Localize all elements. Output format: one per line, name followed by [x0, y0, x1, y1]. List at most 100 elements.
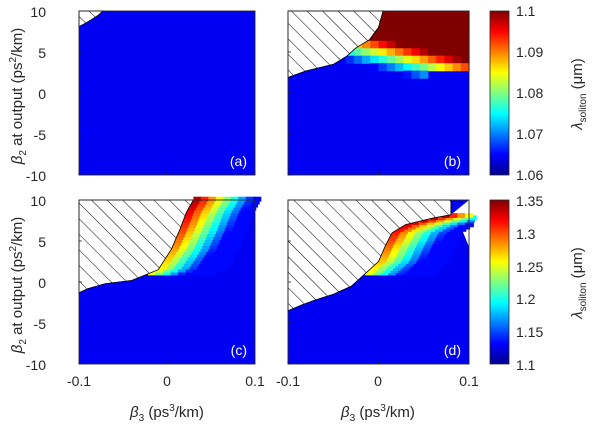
- heatmap-cell: [163, 270, 172, 276]
- heatmap-cell: [395, 11, 404, 20]
- hatched-region: [287, 199, 452, 312]
- colorbar-top-ticks: 1.1 1.09 1.08 1.07 1.06: [516, 3, 543, 183]
- colorbar-tick-label: 1.15: [516, 324, 543, 340]
- heatmap-cell: [193, 196, 202, 202]
- heatmap-cell: [411, 48, 421, 57]
- heatmap-cell: [196, 252, 205, 258]
- colorbar-bottom-label: λsoliton (μm): [569, 247, 589, 320]
- y-tick-label: 5: [38, 234, 46, 250]
- heatmap-cell: [411, 63, 421, 72]
- heatmap-cell: [362, 40, 371, 49]
- heatmap-cell: [185, 246, 194, 252]
- heatmap-cell: [452, 55, 462, 64]
- heatmap-cell: [411, 18, 421, 27]
- heatmap-cell: [181, 252, 190, 258]
- hatched-region: [78, 199, 195, 294]
- panel-label: (d): [444, 342, 461, 358]
- heatmap-cell: [411, 70, 421, 79]
- heatmap-cell: [419, 70, 429, 79]
- heatmap-cell: [212, 238, 221, 243]
- heatmap-cell: [237, 211, 246, 217]
- heatmap-cell: [185, 211, 194, 217]
- heatmap-cell: [181, 241, 190, 246]
- heatmap-cell: [209, 226, 218, 232]
- heatmap-cell: [217, 226, 226, 232]
- heatmap-cell: [199, 199, 208, 205]
- heatmap-cell: [205, 202, 214, 208]
- heatmap-cell: [205, 217, 214, 223]
- panel-label: (a): [230, 153, 247, 169]
- y-tick-label: 10: [30, 4, 46, 20]
- heatmap-cell: [207, 270, 216, 276]
- heatmap-cell: [427, 11, 437, 20]
- heatmap-cell: [182, 238, 191, 243]
- colorbar-tick-label: 1.06: [516, 167, 543, 183]
- heatmap-cell: [436, 63, 445, 72]
- heatmap-cell: [233, 205, 242, 211]
- heatmap-cell: [176, 235, 185, 240]
- heatmap-cell: [212, 202, 221, 208]
- heatmap-cell: [200, 258, 209, 264]
- y-tick-label: 10: [30, 193, 46, 209]
- heatmap-cell: [230, 229, 239, 235]
- heatmap-cell: [460, 48, 470, 57]
- heatmap-cell: [444, 25, 454, 34]
- heatmap-cell: [211, 252, 220, 258]
- heatmap-cell: [221, 214, 230, 220]
- heatmap-cell: [370, 55, 380, 64]
- heatmap-cell: [227, 220, 236, 226]
- heatmap-cell: [185, 258, 194, 264]
- heatmap-cell: [210, 241, 219, 246]
- heatmap-cell: [210, 223, 219, 229]
- heatmap-cell: [170, 258, 179, 264]
- heatmap-cell: [193, 258, 202, 264]
- heatmap-cell: [182, 220, 191, 226]
- heatmap-cell: [419, 25, 429, 34]
- colorbar-bottom-ticks: 1.35 1.3 1.25 1.2 1.15 1.1: [516, 193, 543, 373]
- heatmap-cell: [206, 214, 215, 220]
- heatmap-cell: [395, 40, 404, 49]
- heatmap-cell: [362, 48, 371, 57]
- heatmap-cell: [378, 40, 388, 49]
- heatmap-cell: [177, 232, 186, 237]
- heatmap-cell: [213, 235, 222, 240]
- heatmap-cell: [155, 267, 164, 273]
- heatmap-cell: [395, 63, 404, 72]
- heatmap-cell: [198, 235, 207, 240]
- heatmap-cell: [427, 18, 437, 27]
- heatmap-cell: [237, 232, 246, 237]
- y-tick-label: -5: [34, 316, 47, 332]
- heatmap-cell: [236, 214, 245, 220]
- heatmap-panel: (c): [78, 196, 262, 365]
- heatmap-cell: [353, 55, 363, 64]
- heatmap-cell: [244, 214, 253, 220]
- heatmap-cell: [419, 11, 429, 20]
- heatmap-cell: [170, 246, 179, 252]
- heatmap-cell: [148, 270, 157, 276]
- heatmap-cell: [176, 261, 185, 267]
- heatmap-cell: [436, 18, 445, 27]
- heatmap-cell: [161, 261, 170, 267]
- heatmap-cell: [204, 220, 213, 226]
- x-tick-label: -0.1: [276, 373, 300, 389]
- heatmap-cell: [224, 244, 233, 249]
- heatmap-cell: [427, 48, 437, 57]
- heatmap-cell: [419, 63, 429, 72]
- heatmap-cell: [200, 270, 209, 276]
- heatmap-cell: [195, 205, 204, 211]
- heatmap-cell: [213, 261, 222, 267]
- heatmap-cell: [221, 249, 230, 255]
- heatmap-cell: [419, 18, 429, 27]
- heatmap-cell: [219, 252, 228, 258]
- heatmap-cell: [188, 223, 197, 229]
- heatmap-cell: [207, 211, 216, 217]
- heatmap-cell: [242, 202, 251, 208]
- heatmap-cell: [452, 33, 462, 42]
- heatmap-cell: [452, 25, 462, 34]
- heatmap-cell: [224, 255, 233, 261]
- heatmap-cell: [227, 202, 236, 208]
- heatmap-cell: [419, 33, 429, 42]
- heatmap-cell: [403, 70, 412, 79]
- heatmap-cell: [225, 223, 234, 229]
- heatmap-cell: [452, 18, 462, 27]
